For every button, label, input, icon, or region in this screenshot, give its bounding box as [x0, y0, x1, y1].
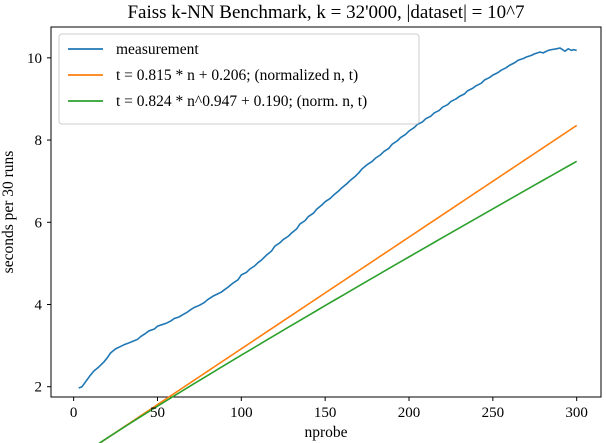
legend-box	[58, 33, 420, 125]
y-tick-label: 8	[35, 133, 43, 149]
x-tick-label: 250	[482, 405, 505, 421]
x-tick-label: 0	[70, 405, 78, 421]
y-axis-label: seconds per 30 runs	[0, 151, 17, 274]
x-tick-label: 300	[565, 405, 588, 421]
legend-label: measurement	[116, 41, 199, 58]
y-axis-ticks: 2 4 6 8 10	[27, 51, 51, 396]
plot-area: 0 50 100 150 200 250 300 2 4 6 8 10	[27, 26, 602, 443]
x-tick-label: 150	[314, 405, 337, 421]
linear-fit-line	[98, 124, 578, 443]
legend: measurement t = 0.815 * n + 0.206; (norma…	[58, 33, 420, 125]
power-fit-line	[98, 160, 578, 443]
x-axis-ticks: 0 50 100 150 200 250 300	[70, 397, 588, 421]
x-axis-label: nprobe	[304, 424, 347, 441]
legend-label: t = 0.815 * n + 0.206; (normalized n, t)	[116, 67, 358, 84]
y-tick-label: 6	[35, 215, 43, 231]
x-tick-label: 50	[150, 405, 165, 421]
y-tick-label: 4	[35, 298, 43, 314]
series-layer	[78, 47, 578, 443]
y-tick-label: 10	[27, 51, 42, 67]
axes-frame	[50, 26, 602, 398]
y-tick-label: 2	[35, 380, 43, 396]
chart-title: Faiss k-NN Benchmark, k = 32'000, |datas…	[127, 2, 524, 23]
measurement-line	[78, 47, 577, 389]
x-tick-label: 100	[230, 405, 253, 421]
x-tick-label: 200	[398, 405, 421, 421]
legend-label: t = 0.824 * n^0.947 + 0.190; (norm. n, t…	[116, 93, 367, 110]
